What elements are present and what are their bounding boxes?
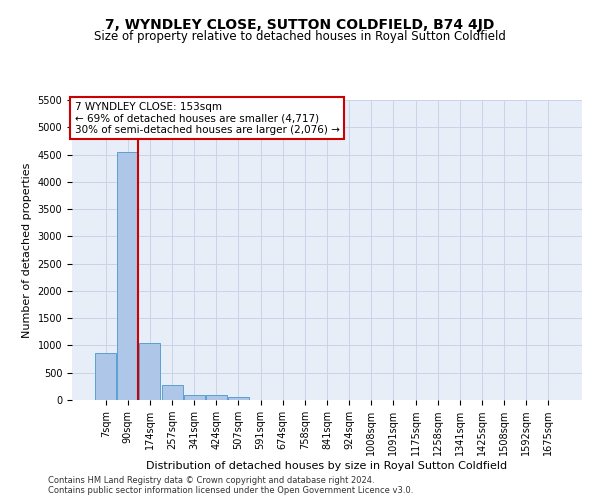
Bar bbox=[161, 385, 182, 400]
Bar bbox=[206, 395, 227, 400]
Text: Size of property relative to detached houses in Royal Sutton Coldfield: Size of property relative to detached ho… bbox=[94, 30, 506, 43]
Text: Contains public sector information licensed under the Open Government Licence v3: Contains public sector information licen… bbox=[48, 486, 413, 495]
Bar bbox=[139, 342, 160, 400]
Bar bbox=[118, 152, 139, 400]
Y-axis label: Number of detached properties: Number of detached properties bbox=[22, 162, 32, 338]
Text: 7, WYNDLEY CLOSE, SUTTON COLDFIELD, B74 4JD: 7, WYNDLEY CLOSE, SUTTON COLDFIELD, B74 … bbox=[106, 18, 494, 32]
Bar bbox=[228, 397, 249, 400]
Text: Contains HM Land Registry data © Crown copyright and database right 2024.: Contains HM Land Registry data © Crown c… bbox=[48, 476, 374, 485]
Bar bbox=[184, 395, 205, 400]
Text: 7 WYNDLEY CLOSE: 153sqm
← 69% of detached houses are smaller (4,717)
30% of semi: 7 WYNDLEY CLOSE: 153sqm ← 69% of detache… bbox=[74, 102, 340, 134]
X-axis label: Distribution of detached houses by size in Royal Sutton Coldfield: Distribution of detached houses by size … bbox=[146, 461, 508, 471]
Bar bbox=[95, 352, 116, 400]
